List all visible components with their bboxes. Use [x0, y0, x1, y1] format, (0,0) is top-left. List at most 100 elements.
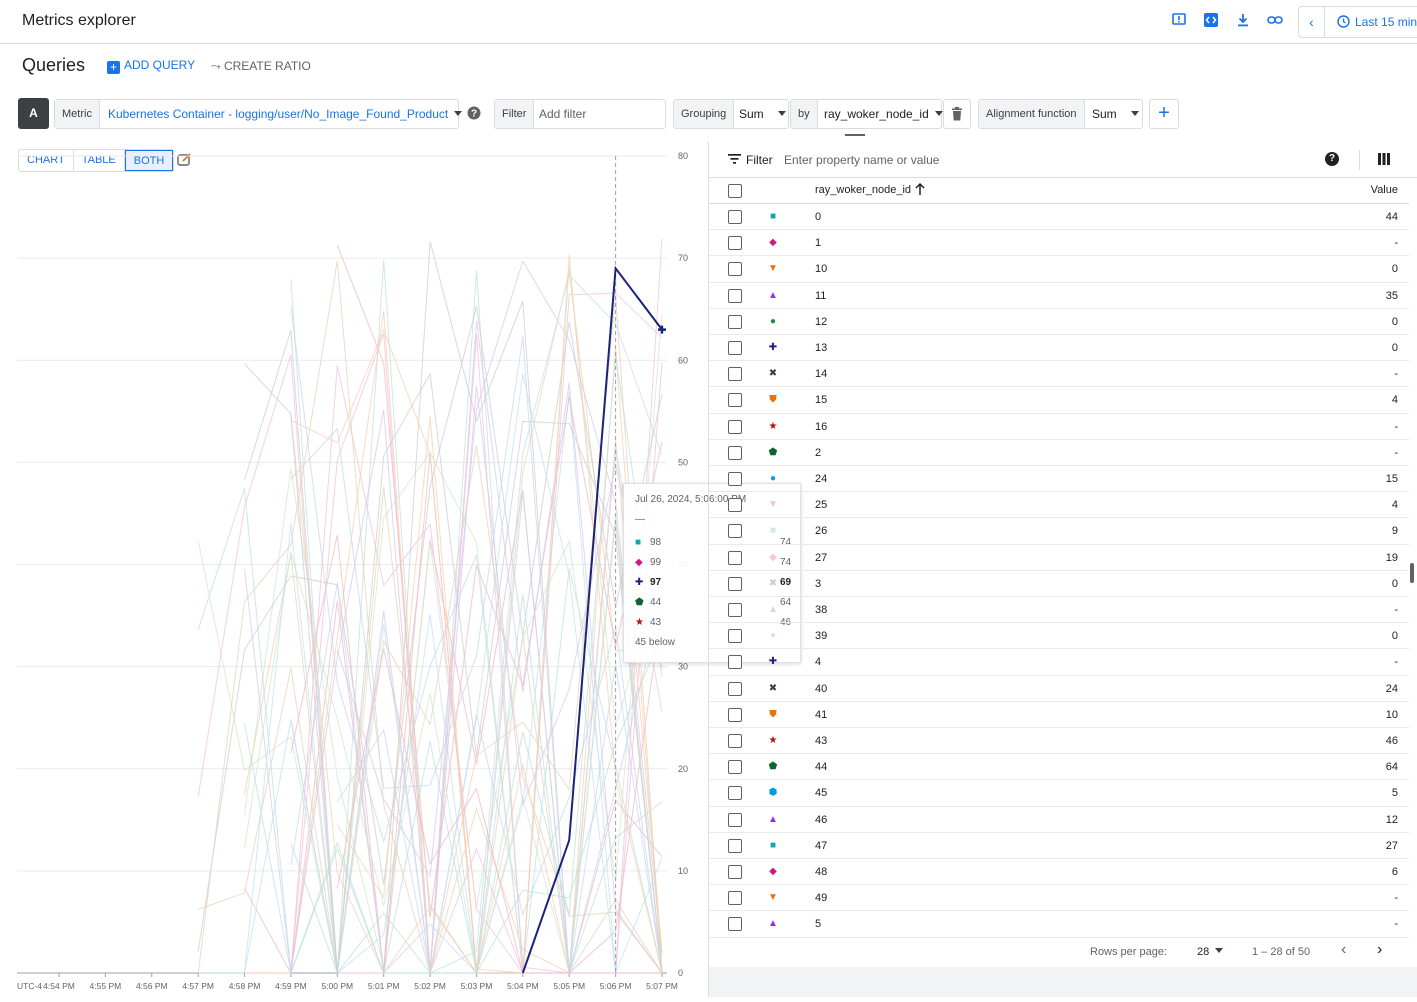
row-checkbox[interactable]: [728, 262, 742, 277]
table-row[interactable]: ✚ 4 -: [709, 649, 1409, 676]
col-header-id[interactable]: ray_woker_node_id: [815, 184, 912, 196]
row-checkbox[interactable]: [728, 524, 742, 539]
grouping-value[interactable]: Sum: [739, 100, 786, 128]
time-range-button[interactable]: ‹ Last 15 min: [1298, 6, 1417, 38]
tab-table[interactable]: TABLE: [74, 150, 125, 171]
table-filter-input[interactable]: Enter property name or value: [784, 153, 940, 167]
table-row[interactable]: ★ 16 -: [709, 414, 1409, 440]
select-all-checkbox[interactable]: [728, 184, 742, 198]
table-row[interactable]: ▼ 10 0: [709, 256, 1409, 283]
group-by-selector[interactable]: by ray_woker_node_id: [790, 99, 943, 129]
table-row[interactable]: ✖ 3 0: [709, 571, 1409, 597]
table-row[interactable]: ■ 26 9: [709, 518, 1409, 545]
add-clause-button[interactable]: +: [1149, 99, 1179, 129]
table-row[interactable]: ● 12 0: [709, 309, 1409, 335]
resize-handle[interactable]: [845, 134, 865, 136]
columns-icon[interactable]: [1378, 153, 1390, 165]
metric-selector[interactable]: Metric Kubernetes Container - logging/us…: [54, 99, 463, 129]
tab-both[interactable]: BOTH: [124, 150, 174, 171]
chart-area[interactable]: 01020304050607080UTC-44:54 PM4:55 PM4:56…: [14, 140, 704, 997]
table-row[interactable]: ⛊ 41 10: [709, 702, 1409, 728]
table-row[interactable]: ⬟ 44 64: [709, 754, 1409, 781]
filter-field[interactable]: Filter Add filter: [494, 99, 666, 129]
row-checkbox[interactable]: [728, 288, 742, 303]
table-row[interactable]: ▲ 5 -: [709, 911, 1409, 938]
row-checkbox[interactable]: [728, 498, 742, 513]
table-row[interactable]: ▼ 25 4: [709, 492, 1409, 519]
table-row[interactable]: ✖ 40 24: [709, 676, 1409, 702]
group-by-value[interactable]: ray_woker_node_id: [824, 100, 943, 128]
rows-per-page-select[interactable]: 28: [1197, 946, 1224, 958]
row-checkbox[interactable]: [728, 367, 742, 382]
col-header-value[interactable]: Value: [1370, 184, 1398, 196]
delete-button[interactable]: [943, 99, 971, 129]
code-icon[interactable]: [1202, 13, 1220, 31]
table-row[interactable]: ⬢ 45 5: [709, 780, 1409, 807]
row-checkbox[interactable]: [728, 917, 742, 932]
metric-value[interactable]: Kubernetes Container - logging/user/No_I…: [108, 100, 463, 128]
table-row[interactable]: ▼ 49 -: [709, 885, 1409, 912]
create-ratio-button[interactable]: ⤳ CREATE RATIO: [211, 59, 311, 74]
edit-chart-icon[interactable]: [177, 152, 193, 171]
table-row[interactable]: ⬟ 2 -: [709, 440, 1409, 466]
table-row[interactable]: ⛊ 15 4: [709, 387, 1409, 414]
alignment-selector[interactable]: Alignment function Sum: [978, 99, 1143, 129]
row-checkbox[interactable]: [728, 472, 742, 486]
scrollbar-thumb[interactable]: [1410, 563, 1414, 583]
table-row[interactable]: ◆ 27 19: [709, 545, 1409, 571]
row-checkbox[interactable]: [728, 210, 742, 224]
table-row[interactable]: ✚ 13 0: [709, 335, 1409, 362]
row-checkbox[interactable]: [728, 341, 742, 355]
tab-chart[interactable]: CHART: [19, 150, 74, 171]
add-query-button[interactable]: + ADD QUERY: [107, 58, 195, 74]
table-row[interactable]: ▲ 38 -: [709, 597, 1409, 624]
filter-input[interactable]: Add filter: [539, 107, 587, 121]
row-checkbox[interactable]: [728, 681, 742, 696]
row-checkbox[interactable]: [728, 419, 742, 434]
row-checkbox[interactable]: [728, 734, 742, 748]
trash-icon: [952, 107, 962, 121]
line-chart[interactable]: 01020304050607080UTC-44:54 PM4:55 PM4:56…: [14, 140, 704, 997]
row-value: -: [1394, 446, 1398, 459]
table-filter-bar: Filter Enter property name or value ?: [709, 142, 1417, 178]
row-checkbox[interactable]: [728, 550, 742, 565]
arrow-up-icon[interactable]: [915, 183, 925, 196]
row-checkbox[interactable]: [728, 707, 742, 722]
download-icon[interactable]: [1234, 13, 1252, 31]
row-checkbox[interactable]: [728, 812, 742, 827]
table-row[interactable]: ★ 43 46: [709, 728, 1409, 755]
row-checkbox[interactable]: [728, 236, 742, 251]
row-checkbox[interactable]: [728, 760, 742, 775]
grouping-selector[interactable]: Grouping Sum: [673, 99, 789, 129]
row-checkbox[interactable]: [728, 786, 742, 801]
row-checkbox[interactable]: [728, 576, 742, 591]
row-checkbox[interactable]: [728, 838, 742, 853]
table-row[interactable]: ✖ 14 -: [709, 361, 1409, 388]
next-page-button[interactable]: ›: [1377, 941, 1383, 958]
row-checkbox[interactable]: [728, 629, 742, 644]
help-icon[interactable]: ?: [1325, 152, 1339, 166]
row-checkbox[interactable]: [728, 655, 742, 670]
help-button[interactable]: ?: [461, 99, 487, 129]
table-row[interactable]: ▲ 11 35: [709, 283, 1409, 309]
row-value: 64: [1385, 761, 1398, 774]
table-row[interactable]: ◆ 1 -: [709, 230, 1409, 257]
table-row[interactable]: ● 39 0: [709, 623, 1409, 650]
alignment-value[interactable]: Sum: [1092, 100, 1139, 128]
row-checkbox[interactable]: [728, 891, 742, 906]
row-checkbox[interactable]: [728, 603, 742, 617]
table-row[interactable]: ■ 47 27: [709, 833, 1409, 859]
table-row[interactable]: ◆ 48 6: [709, 859, 1409, 886]
link-icon[interactable]: [1266, 13, 1284, 31]
table-row[interactable]: ■ 0 44: [709, 204, 1409, 231]
table-row[interactable]: ● 24 15: [709, 466, 1409, 493]
row-checkbox[interactable]: [728, 314, 742, 329]
table-row[interactable]: ▲ 46 12: [709, 807, 1409, 833]
chevron-left-icon[interactable]: ‹: [1299, 7, 1325, 37]
row-checkbox[interactable]: [728, 393, 742, 408]
prev-page-button[interactable]: ‹: [1341, 941, 1347, 958]
row-checkbox[interactable]: [728, 865, 742, 879]
row-checkbox[interactable]: [728, 445, 742, 460]
series-marker-icon: ✖: [768, 682, 778, 694]
feedback-icon[interactable]: [1170, 13, 1188, 31]
